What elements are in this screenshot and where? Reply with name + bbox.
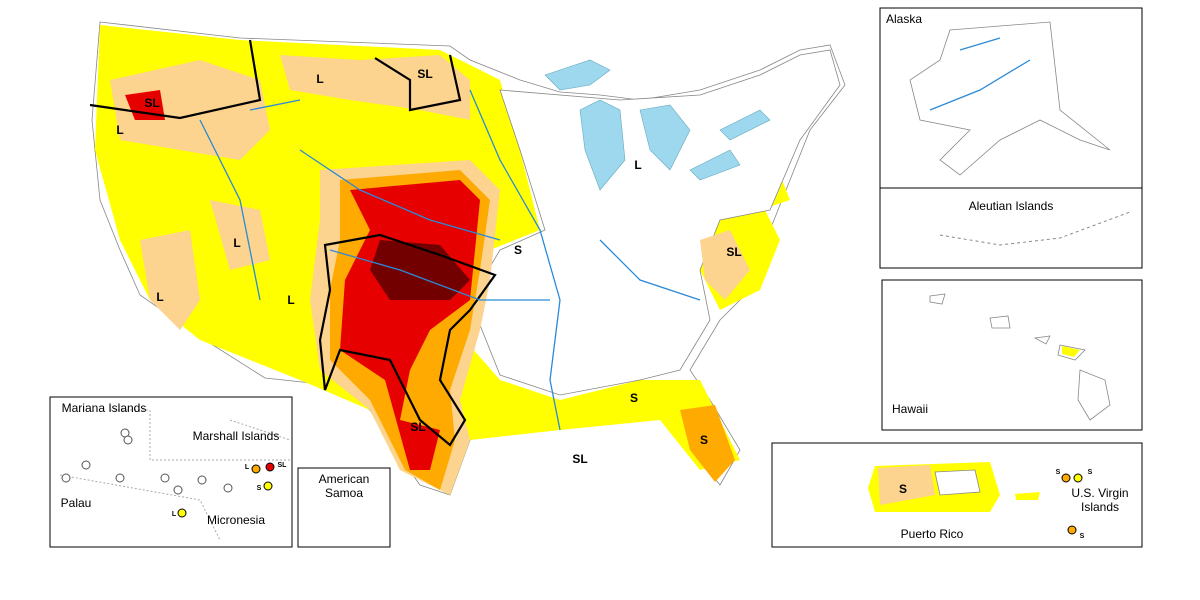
impact-label: SL — [417, 67, 432, 81]
impact-label: L — [287, 293, 294, 307]
inset-title: Marshall Islands — [193, 429, 280, 443]
vi-island — [1073, 473, 1083, 483]
impact-label: L — [233, 236, 240, 250]
puerto-rico-d0 — [1015, 492, 1040, 500]
impact-label: SL — [278, 462, 288, 469]
impact-label: L — [156, 290, 163, 304]
inset-title: American Samoa — [318, 472, 370, 500]
inset-title: Hawaii — [892, 402, 928, 416]
island — [81, 460, 91, 470]
aleutian-islands — [939, 211, 1131, 246]
drought-d1 — [140, 230, 200, 330]
impact-label: L — [172, 511, 177, 518]
impact-label: L — [116, 123, 123, 137]
puerto-rico-d1 — [878, 465, 935, 505]
inset-title: Alaska — [886, 12, 922, 26]
inset-title: Mariana Islands — [62, 401, 147, 415]
impact-outline — [318, 233, 497, 447]
impact-label: S — [700, 433, 708, 447]
vi-island — [1061, 473, 1071, 483]
island — [173, 485, 183, 495]
island — [263, 481, 273, 491]
island — [197, 475, 207, 485]
island — [177, 508, 187, 518]
impact-outline — [374, 54, 462, 112]
impact-label: SL — [410, 420, 425, 434]
drought-d1 — [210, 200, 270, 270]
drought-d1 — [280, 55, 470, 120]
island — [265, 462, 275, 472]
vi-island — [1067, 525, 1077, 535]
rivers — [929, 37, 1031, 111]
impact-label: S — [1080, 533, 1085, 540]
inset-title: Micronesia — [207, 513, 265, 527]
samoa-inset — [297, 467, 391, 548]
vi-label-wrap: U.S. Virgin Islands — [1071, 486, 1129, 514]
pacific-inset — [49, 396, 293, 548]
inset-title: Aleutian Islands — [969, 199, 1054, 213]
impact-label: S — [1088, 469, 1093, 476]
impact-label: L — [245, 464, 250, 471]
inset-title: Palau — [61, 496, 92, 510]
impact-label: S — [1056, 469, 1061, 476]
aleutian-inset — [879, 187, 1143, 269]
impact-outline — [89, 39, 262, 120]
island — [251, 464, 261, 474]
impact-label: L — [634, 158, 641, 172]
impact-label: S — [899, 482, 907, 496]
island — [61, 473, 71, 483]
rivers — [199, 89, 701, 431]
impact-label: SL — [572, 452, 587, 466]
island — [115, 473, 125, 483]
samoa-label-wrap: American Samoa — [318, 472, 370, 500]
impact-label: SL — [726, 245, 741, 259]
drought-d1 — [110, 60, 270, 160]
inset-title: U.S. Virgin Islands — [1071, 486, 1129, 514]
alaska-outline — [909, 21, 1111, 176]
drought-d4 — [370, 240, 470, 300]
impact-label: S — [257, 485, 262, 492]
island — [160, 473, 170, 483]
impact-label: L — [316, 72, 323, 86]
drought-d1 — [700, 230, 750, 300]
inset-title: Puerto Rico — [901, 527, 964, 541]
drought-d2 — [680, 405, 735, 482]
great-lakes — [544, 59, 771, 191]
puerto-rico-normal — [934, 469, 981, 496]
impact-label: S — [630, 391, 638, 405]
island — [123, 435, 133, 445]
pacific-boundaries — [59, 409, 291, 541]
drought-d0 — [1062, 346, 1080, 357]
impact-label: SL — [144, 96, 159, 110]
impact-label: S — [514, 243, 522, 257]
island — [223, 483, 233, 493]
